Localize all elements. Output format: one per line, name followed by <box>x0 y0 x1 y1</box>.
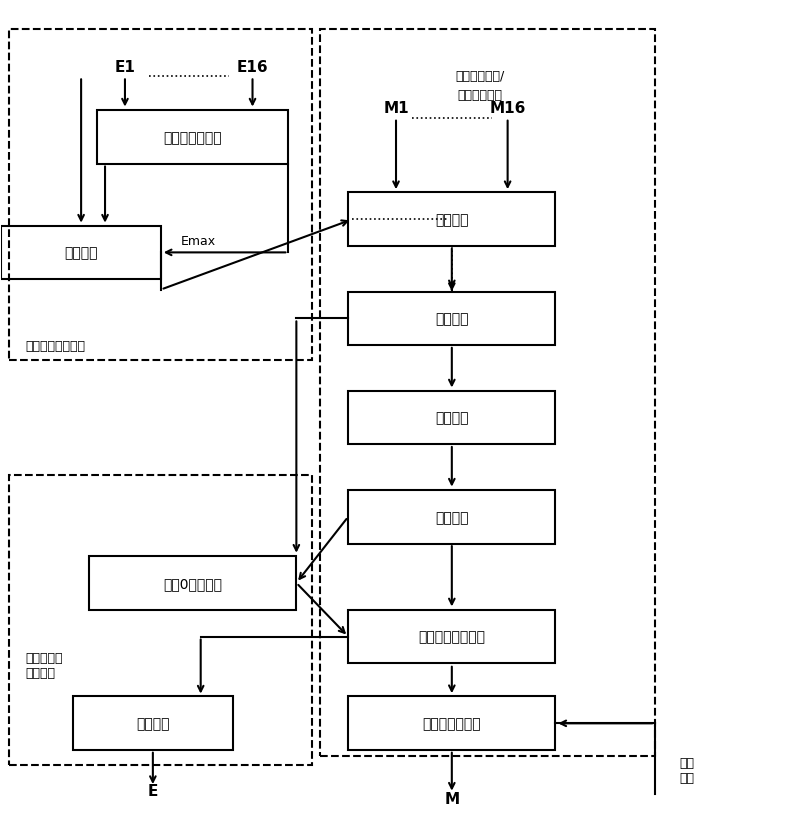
Text: 尾数规格化移位: 尾数规格化移位 <box>422 716 481 730</box>
Text: E1: E1 <box>114 60 135 75</box>
Text: 数据压缩: 数据压缩 <box>435 312 469 326</box>
FancyBboxPatch shape <box>348 292 555 346</box>
Text: 前导0预测判断: 前导0预测判断 <box>163 576 222 590</box>
Text: 浮点尾数操作/: 浮点尾数操作/ <box>455 70 504 83</box>
Text: M1: M1 <box>383 101 409 116</box>
Text: Emax: Emax <box>181 235 216 248</box>
Text: 选择指数最大值: 选择指数最大值 <box>163 131 222 145</box>
Text: 尾数相加: 尾数相加 <box>435 412 469 425</box>
Text: E16: E16 <box>237 60 268 75</box>
Text: M: M <box>444 792 459 806</box>
FancyBboxPatch shape <box>348 696 555 750</box>
FancyBboxPatch shape <box>348 392 555 445</box>
FancyBboxPatch shape <box>89 556 296 610</box>
FancyBboxPatch shape <box>2 226 161 280</box>
Text: 定点
结果: 定点 结果 <box>679 756 694 784</box>
Text: 定点操作部分: 定点操作部分 <box>458 89 502 102</box>
FancyBboxPatch shape <box>97 111 288 165</box>
Text: 补码转换: 补码转换 <box>435 510 469 524</box>
Text: 求规格化移位距离: 求规格化移位距离 <box>418 630 486 644</box>
FancyBboxPatch shape <box>348 193 555 247</box>
Text: E: E <box>148 783 158 798</box>
FancyBboxPatch shape <box>348 490 555 544</box>
Text: 求指数差: 求指数差 <box>64 246 98 260</box>
Text: 浮点规格化
操作部分: 浮点规格化 操作部分 <box>26 652 63 680</box>
Text: 浮点指数操作部分: 浮点指数操作部分 <box>26 339 86 352</box>
FancyBboxPatch shape <box>348 610 555 663</box>
Text: M16: M16 <box>490 101 526 116</box>
Text: 指数调整: 指数调整 <box>136 716 170 730</box>
Text: 尾数对齐: 尾数对齐 <box>435 213 469 227</box>
FancyBboxPatch shape <box>73 696 233 750</box>
